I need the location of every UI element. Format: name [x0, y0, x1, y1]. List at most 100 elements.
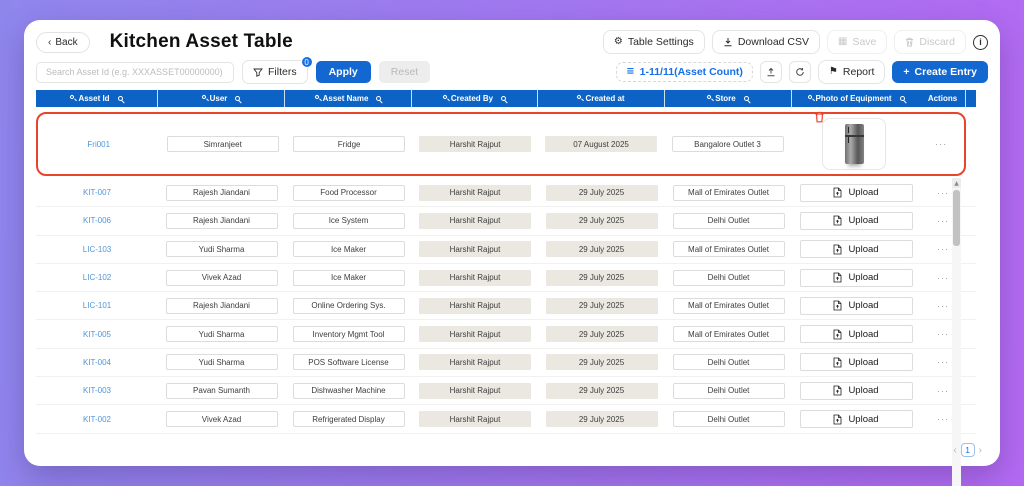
prev-page-icon[interactable]: ‹	[953, 444, 957, 456]
refresh-button[interactable]	[788, 61, 811, 83]
user-input[interactable]: Vivek Azad	[165, 269, 278, 286]
asset-id-link[interactable]: KIT-005	[82, 329, 111, 339]
row-actions-menu[interactable]: ···	[937, 414, 949, 425]
column-header[interactable]: Asset Name	[285, 90, 412, 107]
column-header[interactable]: Asset Id	[36, 90, 158, 107]
row-actions-menu[interactable]: ···	[937, 244, 949, 255]
asset-name-input[interactable]: Fridge	[293, 136, 406, 152]
vertical-scrollbar[interactable]: ▲ ▼	[952, 178, 961, 486]
asset-id-link[interactable]: KIT-004	[82, 357, 111, 367]
upload-button[interactable]: Upload	[799, 296, 913, 315]
next-page-icon[interactable]: ›	[978, 444, 982, 456]
row-actions-menu[interactable]: ···	[937, 385, 949, 396]
user-input[interactable]: Vivek Azad	[165, 411, 278, 428]
back-button[interactable]: ‹ Back	[36, 31, 90, 53]
store-input[interactable]: Delhi Outlet	[672, 411, 785, 428]
asset-id-link[interactable]: LIC-101	[82, 301, 112, 311]
asset-name-input[interactable]: Refrigerated Display	[292, 411, 405, 428]
filters-label: Filters	[268, 66, 297, 78]
store-input[interactable]: Mall of Emirates Outlet	[672, 241, 785, 258]
row-actions-menu[interactable]: ···	[937, 329, 949, 340]
export-button[interactable]	[759, 61, 782, 83]
asset-name-input[interactable]: Ice Maker	[292, 241, 405, 258]
reset-button[interactable]: Reset	[378, 61, 431, 83]
row-actions-menu[interactable]: ···	[937, 215, 949, 226]
asset-name-input[interactable]: POS Software License	[292, 354, 405, 371]
report-button[interactable]: ⚑ Report	[817, 60, 886, 84]
column-header[interactable]: Created at	[538, 90, 665, 107]
asset-id-link[interactable]: KIT-002	[82, 414, 111, 424]
delete-photo-icon[interactable]	[814, 111, 825, 123]
table-settings-button[interactable]: ⚙ Table Settings	[602, 30, 705, 54]
store-input[interactable]: Mall of Emirates Outlet	[672, 297, 785, 314]
upload-button[interactable]: Upload	[799, 183, 913, 202]
user-input[interactable]: Yudi Sharma	[165, 354, 278, 371]
column-header[interactable]: Store	[665, 90, 792, 107]
upload-button[interactable]: Upload	[799, 240, 913, 259]
apply-button[interactable]: Apply	[315, 61, 371, 83]
upload-button[interactable]: Upload	[799, 353, 913, 372]
store-input[interactable]: Bangalore Outlet 3	[671, 136, 784, 152]
table-row: KIT-002 Vivek Azad Refrigerated Display …	[36, 405, 976, 434]
scroll-up-icon[interactable]: ▲	[952, 178, 961, 188]
user-input[interactable]: Yudi Sharma	[165, 241, 278, 258]
column-header[interactable]: Created By	[412, 90, 538, 107]
asset-id-link[interactable]: LIC-103	[82, 244, 112, 254]
asset-name-input[interactable]: Inventory Mgmt Tool	[292, 326, 405, 343]
row-actions-menu[interactable]: ···	[937, 357, 949, 368]
upload-button[interactable]: Upload	[799, 211, 913, 230]
equipment-photo[interactable]	[815, 111, 887, 170]
asset-name-input[interactable]: Ice System	[292, 212, 405, 229]
row-actions-menu[interactable]: ···	[937, 272, 949, 283]
user-input[interactable]: Simranjeet	[166, 136, 279, 152]
search-icon[interactable]	[899, 96, 905, 101]
row-actions-menu[interactable]: ···	[937, 187, 949, 198]
user-input[interactable]: Rajesh Jiandani	[165, 184, 278, 201]
search-icon[interactable]	[235, 96, 241, 101]
column-header[interactable]: Actions	[920, 90, 966, 107]
store-input[interactable]: Delhi Outlet	[672, 382, 785, 399]
row-actions-menu[interactable]: ···	[935, 139, 948, 149]
upload-button[interactable]: Upload	[799, 268, 913, 287]
user-input[interactable]: Rajesh Jiandani	[165, 297, 278, 314]
store-input[interactable]: Delhi Outlet	[672, 212, 785, 229]
upload-button-label: Upload	[848, 187, 879, 199]
upload-button[interactable]: Upload	[799, 381, 913, 400]
search-icon[interactable]	[117, 96, 123, 101]
column-header-label: Store	[715, 94, 736, 103]
search-icon[interactable]	[501, 96, 507, 101]
store-input[interactable]: Mall of Emirates Outlet	[672, 184, 785, 201]
asset-id-link[interactable]: LIC-102	[82, 273, 112, 283]
filters-button[interactable]: Filters 0	[242, 56, 313, 84]
user-input[interactable]: Rajesh Jiandani	[165, 212, 278, 229]
asset-id-link[interactable]: KIT-003	[82, 386, 111, 396]
scrollbar-thumb[interactable]	[953, 190, 960, 246]
store-input[interactable]: Mall of Emirates Outlet	[672, 326, 785, 343]
search-icon[interactable]	[743, 96, 749, 101]
row-actions-menu[interactable]: ···	[937, 300, 949, 311]
asset-name-input[interactable]: Online Ordering Sys.	[292, 297, 405, 314]
search-input[interactable]	[36, 61, 234, 83]
upload-button[interactable]: Upload	[799, 410, 913, 429]
column-header[interactable]: Photo of Equipment	[792, 90, 920, 107]
pin-icon	[576, 94, 583, 100]
asset-name-input[interactable]: Food Processor	[292, 184, 405, 201]
column-header[interactable]: User	[158, 90, 285, 107]
asset-name-input[interactable]: Dishwasher Machine	[292, 382, 405, 399]
upload-button[interactable]: Upload	[799, 325, 913, 344]
user-input[interactable]: Pavan Sumanth	[165, 382, 278, 399]
asset-name-input[interactable]: Ice Maker	[292, 269, 405, 286]
discard-button[interactable]: Discard	[894, 30, 966, 54]
info-button[interactable]: i	[973, 34, 988, 50]
asset-id-link[interactable]: KIT-006	[82, 216, 111, 226]
search-icon[interactable]	[376, 96, 382, 101]
page-number[interactable]: 1	[960, 443, 975, 457]
asset-id-link[interactable]: KIT-007	[82, 188, 111, 198]
store-input[interactable]: Delhi Outlet	[672, 354, 785, 371]
user-input[interactable]: Yudi Sharma	[165, 326, 278, 343]
create-entry-button[interactable]: + Create Entry	[892, 61, 988, 83]
asset-id-link[interactable]: Fri001	[87, 139, 111, 149]
save-button[interactable]: ▦ Save	[827, 30, 888, 54]
store-input[interactable]: Delhi Outlet	[672, 269, 785, 286]
download-csv-button[interactable]: Download CSV	[711, 30, 821, 54]
